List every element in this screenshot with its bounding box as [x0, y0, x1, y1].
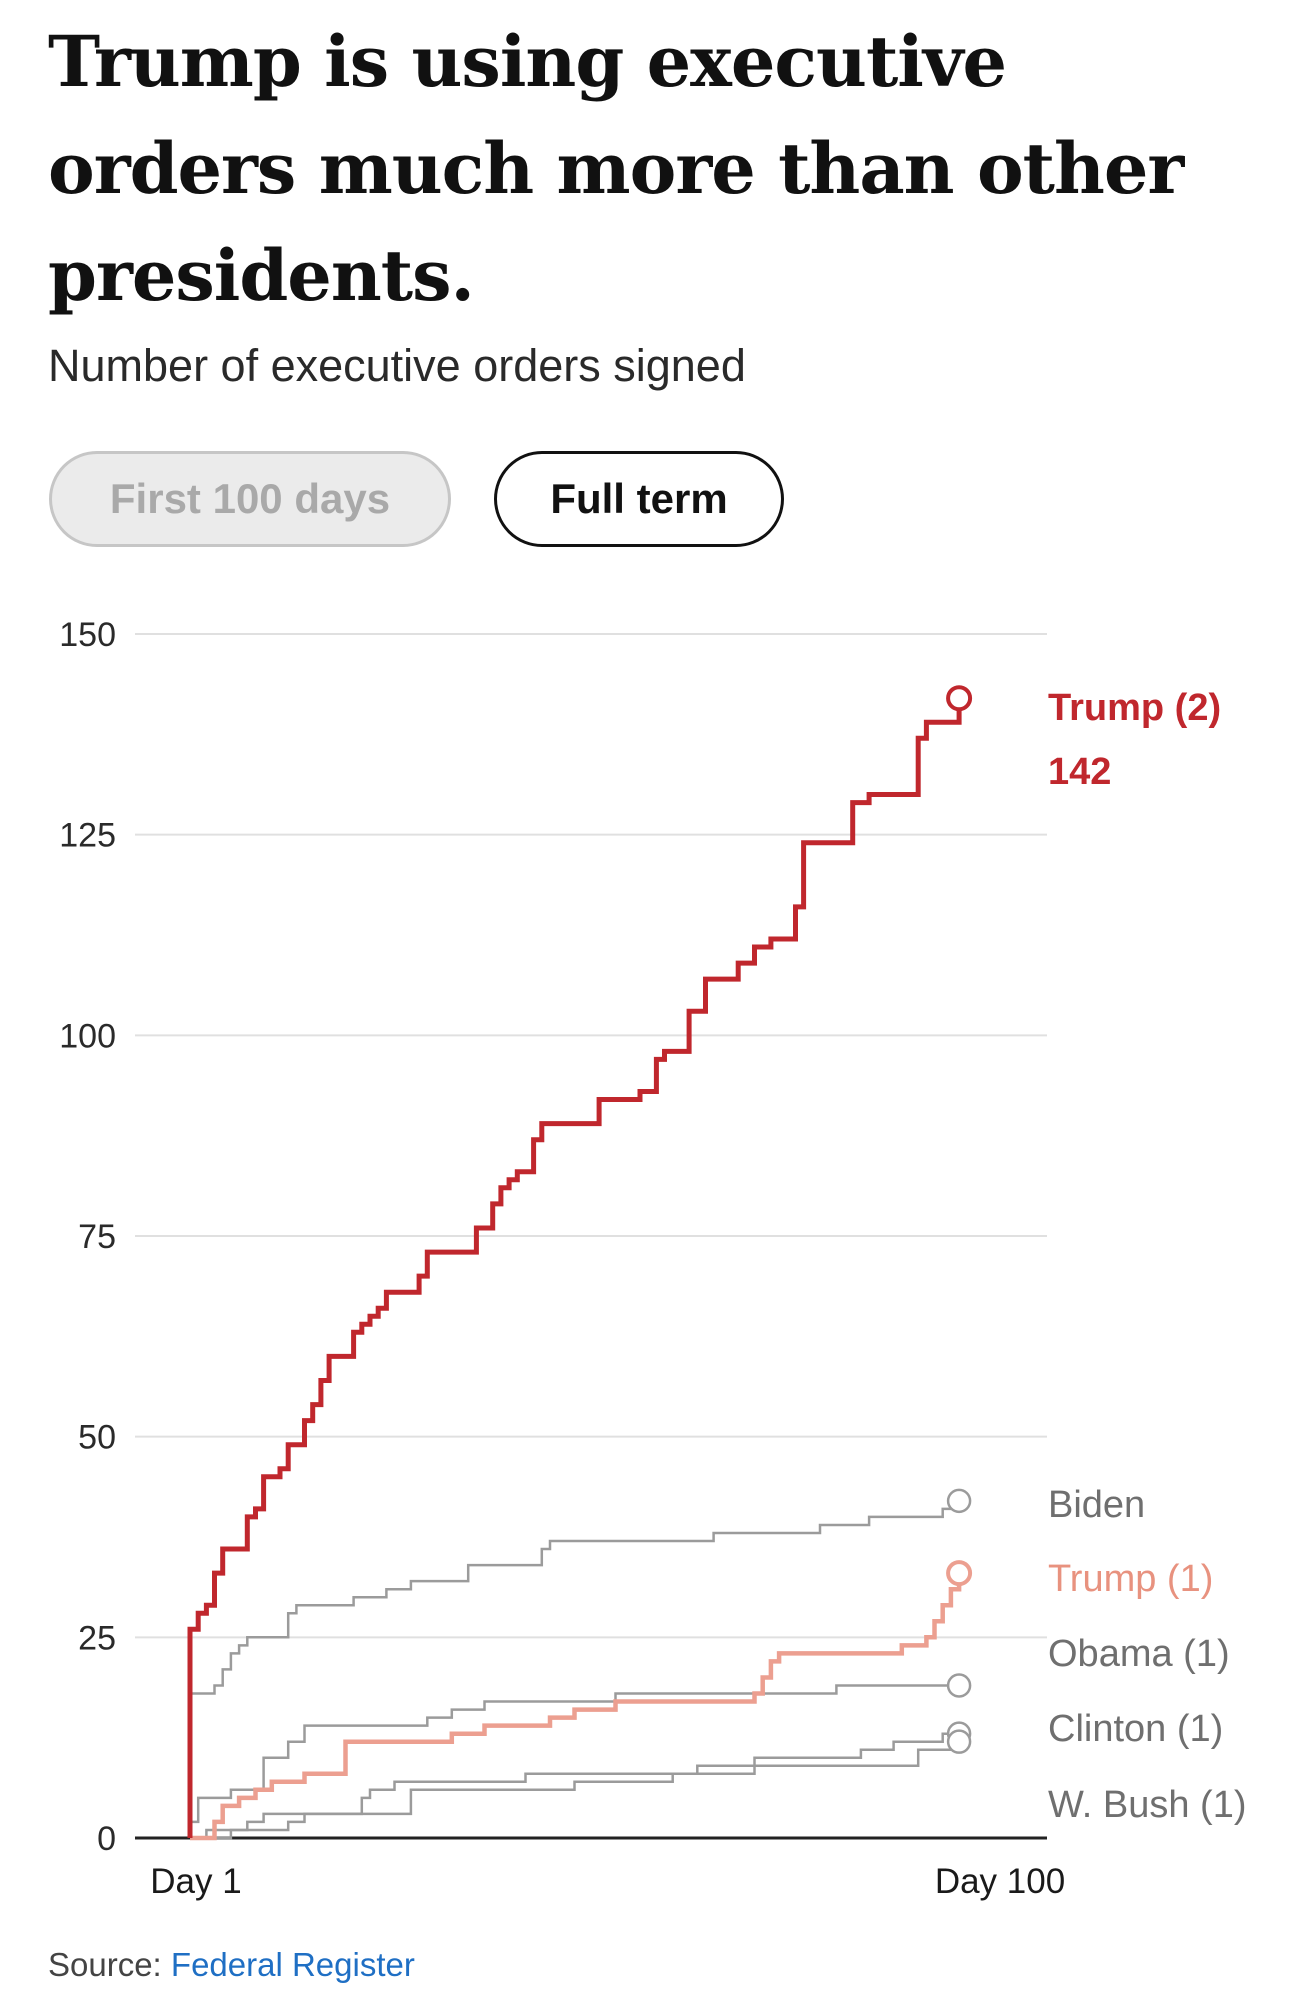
- series-end-marker-obama-1: [946, 1673, 972, 1698]
- y-tick-label-125: 125: [59, 817, 116, 855]
- series-label-trump-1: Trump (1): [1048, 1558, 1213, 1600]
- series-line-clinton-1: [190, 1732, 960, 1840]
- series-line-trump-1: [190, 1573, 962, 1841]
- chart-subtitle: Number of executive orders signed: [48, 340, 746, 391]
- series-line-trump-2: [187, 698, 962, 1838]
- first-100-days-button[interactable]: First 100 days: [49, 451, 451, 547]
- series-line-obama-1: [188, 1684, 960, 1838]
- series-label-obama-1: Obama (1): [1048, 1633, 1230, 1675]
- x-tick-label-day-1: Day 1: [150, 1862, 241, 1901]
- source-note: Source: Federal Register: [48, 1946, 415, 1984]
- series-end-value-trump-2: 142: [1048, 751, 1111, 793]
- source-prefix: Source:: [48, 1946, 162, 1983]
- series-end-marker-biden: [946, 1488, 972, 1514]
- y-tick-label-25: 25: [78, 1619, 116, 1657]
- y-tick-label-150: 150: [59, 616, 116, 654]
- y-tick-label-100: 100: [59, 1017, 116, 1055]
- series-label-w-bush-1: W. Bush (1): [1048, 1784, 1247, 1826]
- y-tick-label-75: 75: [78, 1218, 116, 1256]
- series-line-biden: [188, 1500, 961, 1838]
- series-end-marker-trump-2: [946, 685, 973, 712]
- line-chart: 0 25 50 75 100 125 150 Day 1 Day 100 Biden Obama (…: [59, 616, 1247, 1901]
- x-tick-label-day-100: Day 100: [935, 1862, 1065, 1901]
- full-term-button[interactable]: Full term: [494, 451, 784, 547]
- series-label-clinton-1: Clinton (1): [1048, 1708, 1223, 1750]
- y-tick-label-50: 50: [78, 1419, 116, 1457]
- y-tick-label-0: 0: [97, 1820, 116, 1858]
- series-end-marker-w-bush-1: [946, 1729, 972, 1754]
- series-end-marker-trump-1: [946, 1560, 973, 1587]
- headline: Trump is using executive orders much mor…: [48, 20, 1184, 317]
- federal-register-link[interactable]: Federal Register: [170, 1946, 415, 1983]
- series-label-biden: Biden: [1048, 1484, 1145, 1526]
- series-line-w-bush-1: [190, 1741, 961, 1840]
- series-label-trump-2: Trump (2): [1048, 687, 1221, 729]
